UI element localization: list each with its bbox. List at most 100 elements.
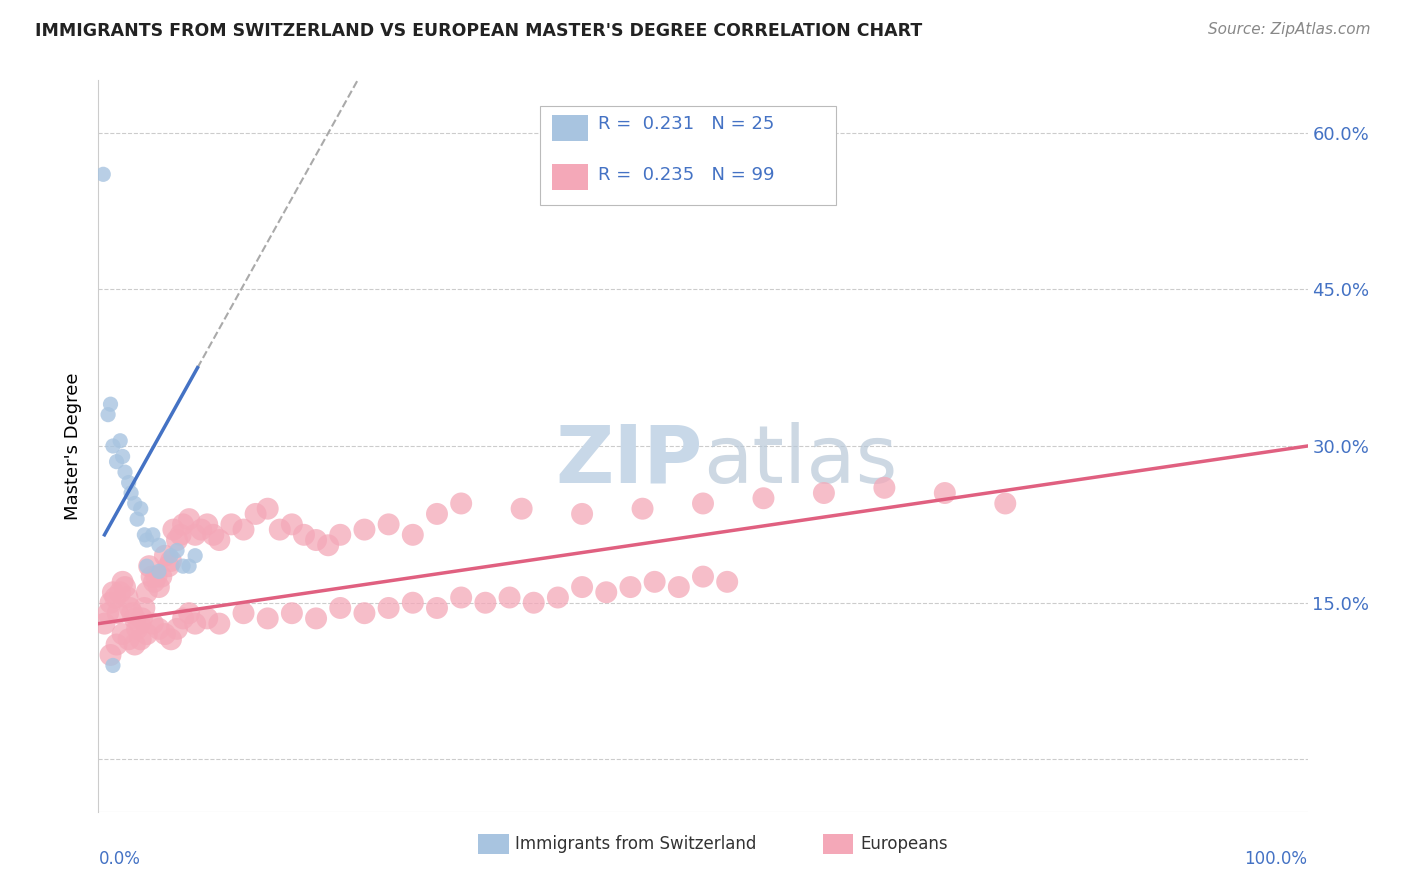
Point — [160, 549, 183, 563]
Point — [134, 528, 156, 542]
Point — [138, 559, 160, 574]
Point — [377, 601, 399, 615]
Point — [269, 523, 291, 537]
Point — [127, 622, 149, 636]
Point — [353, 523, 375, 537]
Point — [873, 481, 896, 495]
Point — [118, 475, 141, 490]
Point — [619, 580, 641, 594]
Point — [377, 517, 399, 532]
Point — [329, 601, 352, 615]
Point — [162, 523, 184, 537]
Point — [100, 397, 122, 411]
Point — [668, 580, 690, 594]
Point — [111, 450, 134, 464]
Point — [166, 533, 188, 547]
Point — [426, 507, 449, 521]
Point — [184, 616, 207, 631]
Point — [292, 528, 315, 542]
Point — [692, 496, 714, 510]
Point — [934, 486, 956, 500]
Text: 100.0%: 100.0% — [1244, 850, 1308, 869]
Point — [97, 408, 120, 422]
Text: Source: ZipAtlas.com: Source: ZipAtlas.com — [1208, 22, 1371, 37]
Point — [169, 528, 191, 542]
Text: ZIP: ZIP — [555, 422, 703, 500]
Point — [91, 167, 114, 181]
Point — [97, 606, 120, 620]
Point — [402, 596, 425, 610]
Point — [221, 517, 243, 532]
Point — [118, 601, 141, 615]
Bar — [551, 164, 588, 190]
Point — [402, 528, 425, 542]
Point — [160, 632, 183, 647]
Point — [179, 559, 201, 574]
Point — [104, 591, 127, 605]
Point — [114, 465, 136, 479]
Point — [644, 574, 666, 589]
Point — [208, 533, 231, 547]
Text: Europeans: Europeans — [860, 835, 948, 853]
Point — [134, 601, 156, 615]
Point — [172, 559, 194, 574]
Point — [510, 501, 533, 516]
Point — [93, 616, 115, 631]
Point — [571, 507, 593, 521]
Point — [153, 549, 176, 563]
Point — [148, 538, 170, 552]
Point — [281, 606, 304, 620]
Point — [195, 517, 218, 532]
Point — [232, 606, 254, 620]
Text: IMMIGRANTS FROM SWITZERLAND VS EUROPEAN MASTER'S DEGREE CORRELATION CHART: IMMIGRANTS FROM SWITZERLAND VS EUROPEAN … — [35, 22, 922, 40]
Point — [101, 439, 124, 453]
Point — [184, 528, 207, 542]
Point — [474, 596, 496, 610]
Bar — [551, 115, 588, 141]
Point — [994, 496, 1017, 510]
Point — [117, 591, 139, 605]
Point — [179, 512, 201, 526]
Point — [121, 606, 143, 620]
Text: R =  0.235   N = 99: R = 0.235 N = 99 — [598, 167, 775, 185]
Point — [135, 627, 157, 641]
Point — [256, 501, 278, 516]
Text: 0.0%: 0.0% — [98, 850, 141, 869]
Point — [114, 580, 136, 594]
Point — [108, 585, 131, 599]
Point — [142, 616, 165, 631]
Point — [101, 585, 124, 599]
Point — [571, 580, 593, 594]
Point — [120, 486, 142, 500]
Text: Immigrants from Switzerland: Immigrants from Switzerland — [515, 835, 756, 853]
Point — [692, 569, 714, 583]
Y-axis label: Master's Degree: Master's Degree — [65, 372, 83, 520]
Point — [148, 565, 170, 579]
Point — [100, 596, 122, 610]
Point — [148, 622, 170, 636]
Point — [160, 554, 183, 568]
Point — [148, 580, 170, 594]
Point — [190, 523, 212, 537]
Point — [202, 528, 225, 542]
Point — [145, 569, 167, 583]
Point — [166, 543, 188, 558]
Point — [166, 622, 188, 636]
Point — [143, 574, 166, 589]
Point — [111, 627, 134, 641]
Point — [184, 549, 207, 563]
Point — [716, 574, 738, 589]
Point — [157, 559, 180, 574]
Point — [353, 606, 375, 620]
Point — [232, 523, 254, 537]
Point — [172, 517, 194, 532]
Point — [450, 591, 472, 605]
Point — [108, 434, 131, 448]
Point — [101, 658, 124, 673]
Point — [111, 574, 134, 589]
Point — [208, 616, 231, 631]
Point — [172, 611, 194, 625]
Text: atlas: atlas — [703, 422, 897, 500]
Point — [100, 648, 122, 662]
Point — [305, 533, 328, 547]
